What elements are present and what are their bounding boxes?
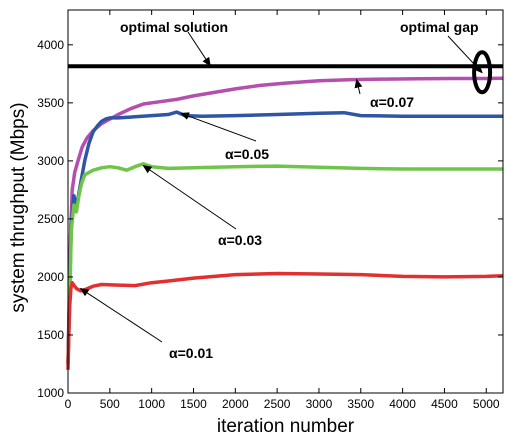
annotation-arrow: [447, 35, 483, 74]
y-tick-label: 3000: [37, 154, 64, 168]
annotation-arrow: [187, 31, 211, 67]
y-tick-label: 2000: [37, 270, 64, 284]
series-line-2: [66, 110, 503, 365]
annotation-layer: optimal solution optimal gap α=0.07 α=0.05 α…: [79, 19, 493, 361]
x-tick-label: 1500: [180, 397, 207, 411]
annotation-label: α=0.03: [218, 232, 262, 248]
x-tick-label: 5000: [473, 397, 500, 411]
annotation-arrow: [142, 164, 237, 230]
annotation-arrow: [79, 287, 163, 343]
tick-layer: 0 500 1000 1500 2000 2500 3000 3500 4000 4500 5000…: [37, 10, 503, 411]
series-layer: [66, 64, 504, 370]
annotation-arrow: [179, 112, 257, 142]
x-tick-label: 3500: [347, 397, 374, 411]
x-tick-label: 1000: [138, 397, 165, 411]
series-line-1: [66, 76, 504, 365]
series-line-3: [66, 162, 503, 365]
annotation-label: α=0.07: [370, 94, 414, 110]
y-tick-label: 1000: [37, 386, 64, 400]
plot-frame: [67, 9, 504, 394]
x-tick-label: 500: [100, 397, 120, 411]
x-tick-label: 4500: [431, 397, 458, 411]
x-tick-label: 4000: [389, 397, 416, 411]
y-tick-label: 2500: [37, 212, 64, 226]
series-line-4: [66, 271, 504, 370]
y-axis-label: system thrughput (Mbps): [8, 102, 29, 312]
y-tick-label: 1500: [37, 328, 64, 342]
x-tick-label: 2000: [222, 397, 249, 411]
annotation-label: optimal solution: [120, 19, 228, 35]
x-tick-label: 0: [65, 397, 72, 411]
x-axis-label: iteration number: [217, 416, 355, 437]
y-tick-label: 3500: [37, 96, 64, 110]
y-tick-label: 4000: [37, 38, 64, 52]
annotation-label: α=0.05: [225, 146, 269, 162]
annotation-label: optimal gap: [400, 19, 479, 35]
annotation-arrow: [354, 78, 363, 95]
x-tick-label: 2500: [264, 397, 291, 411]
annotation-label: α=0.01: [169, 345, 213, 361]
x-tick-label: 3000: [306, 397, 333, 411]
